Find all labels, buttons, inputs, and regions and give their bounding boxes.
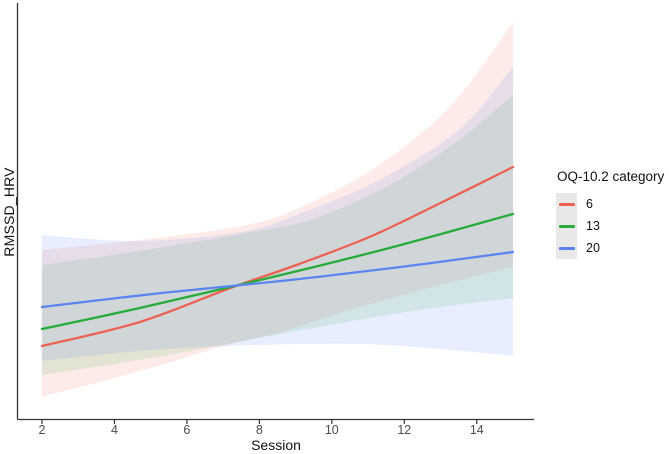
legend-key-box bbox=[556, 237, 577, 259]
legend-item-13: 13 bbox=[556, 215, 664, 237]
x-tick-label-12: 12 bbox=[397, 423, 412, 437]
legend-label: 13 bbox=[586, 219, 600, 233]
green-line-key-icon bbox=[558, 224, 575, 228]
axis-layer bbox=[16, 3, 534, 424]
legend-item-20: 20 bbox=[556, 237, 664, 259]
trend-line-20 bbox=[40, 250, 515, 309]
legend-key-box bbox=[556, 193, 577, 215]
x-tick-label-14: 14 bbox=[469, 423, 484, 437]
x-tick-label-6: 6 bbox=[183, 423, 191, 437]
x-tick-label-2: 2 bbox=[38, 423, 46, 437]
x-axis-title: Session bbox=[251, 437, 301, 453]
x-tick-label-10: 10 bbox=[324, 423, 339, 437]
line-layer bbox=[40, 165, 515, 348]
x-tick-label-8: 8 bbox=[255, 423, 263, 437]
legend-item-6: 6 bbox=[556, 193, 664, 215]
blue-line-key-icon bbox=[558, 246, 575, 250]
trend-line-6 bbox=[40, 165, 515, 348]
confidence-ribbon-13 bbox=[42, 95, 513, 375]
legend: OQ-10.2 category 6 13 20 bbox=[556, 169, 664, 259]
trend-line-13 bbox=[40, 212, 515, 331]
x-tick-label-4: 4 bbox=[111, 423, 118, 437]
confidence-ribbon-20 bbox=[42, 67, 513, 361]
legend-label: 20 bbox=[586, 241, 600, 255]
legend-key-box bbox=[556, 215, 577, 237]
red-line-key-icon bbox=[558, 202, 575, 206]
y-axis-title: RMSSD_HRV bbox=[1, 167, 17, 257]
legend-title: OQ-10.2 category bbox=[557, 169, 665, 184]
ribbon-layer bbox=[42, 22, 513, 397]
legend-label: 6 bbox=[586, 197, 593, 211]
